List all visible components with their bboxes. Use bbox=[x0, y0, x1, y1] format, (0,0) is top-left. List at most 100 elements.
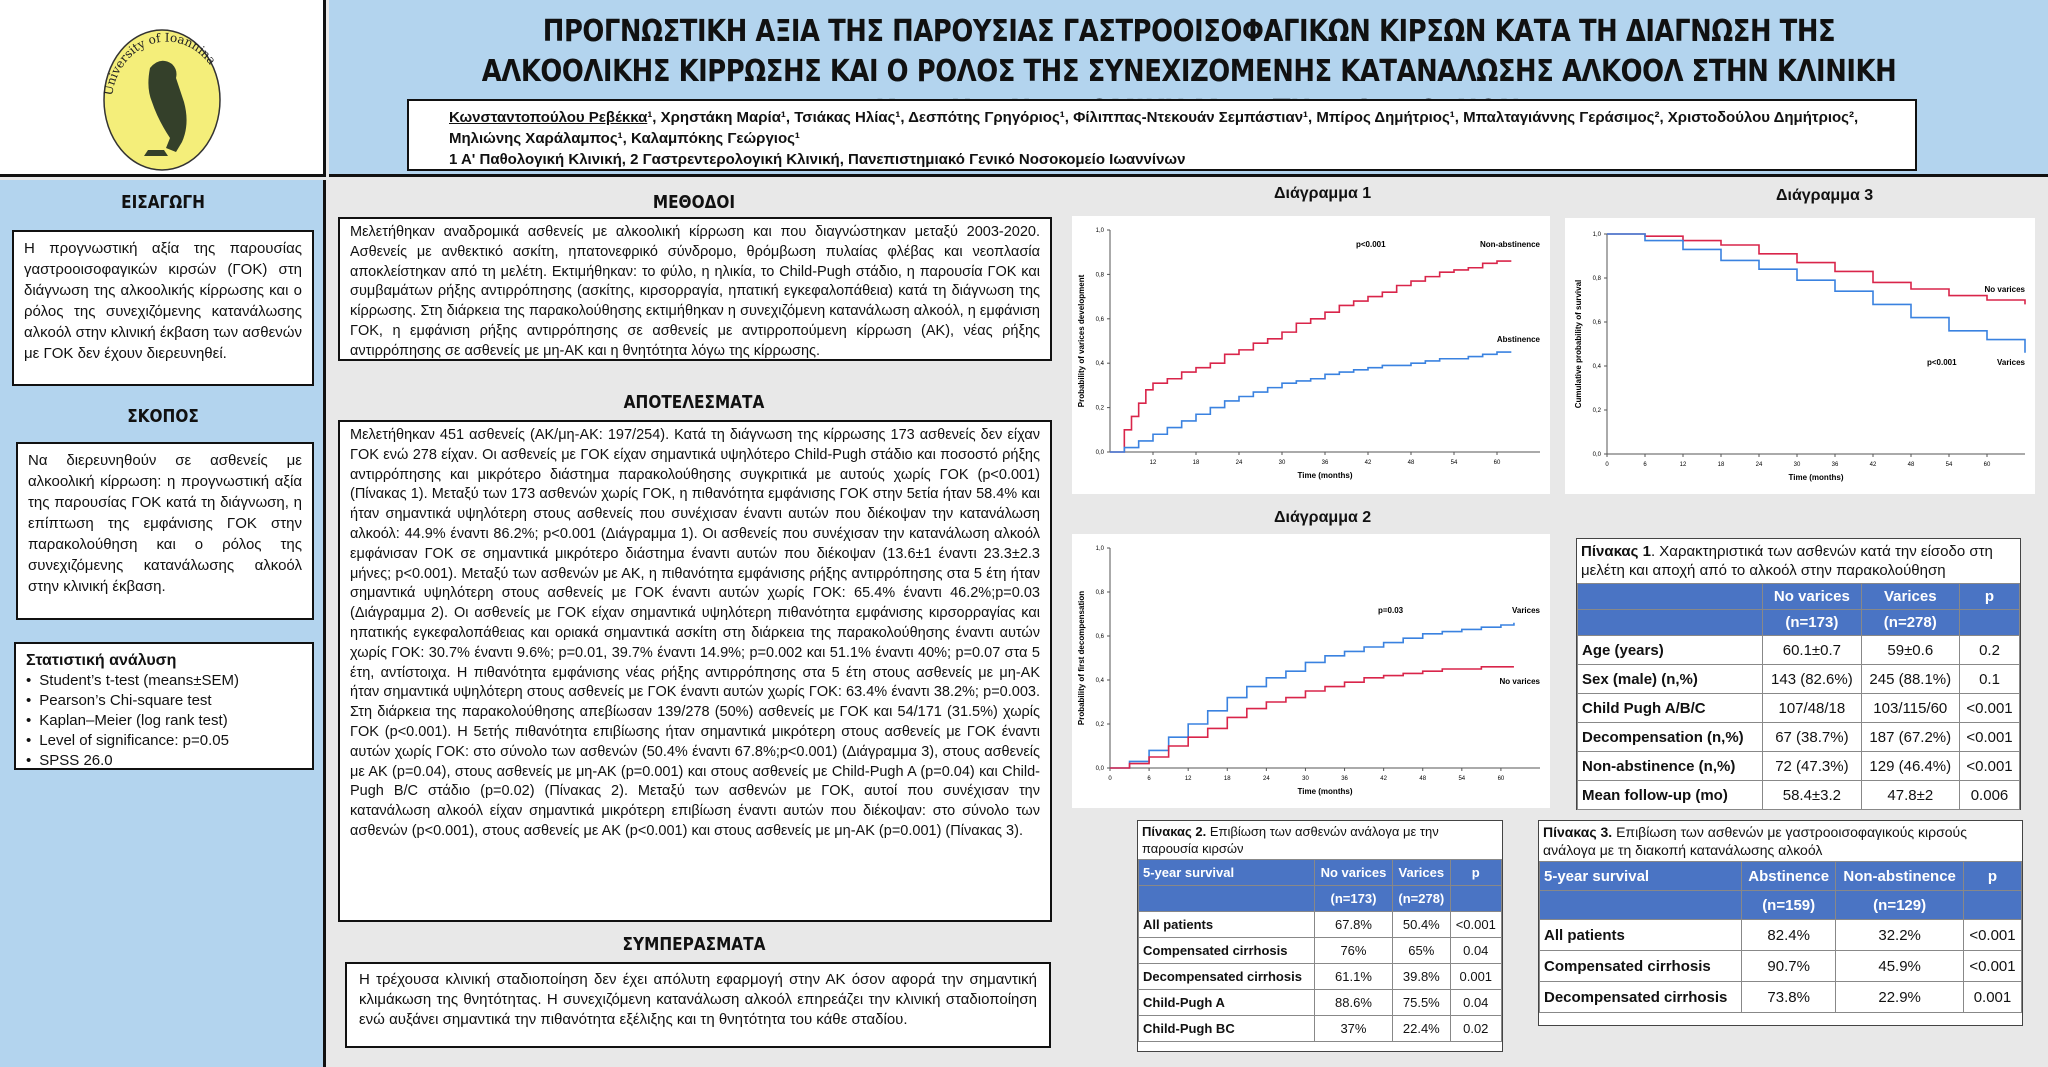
table-cell: 60.1±0.7 bbox=[1762, 635, 1862, 665]
table-cell: 107/48/18 bbox=[1762, 693, 1862, 723]
table-cell: 0.02 bbox=[1449, 1015, 1503, 1042]
table-row: Decompensated cirrhosis 73.8% 22.9% 0.001 bbox=[1539, 981, 2023, 1013]
table-cell: 75.5% bbox=[1392, 989, 1451, 1016]
table-cell: 72 (47.3%) bbox=[1762, 751, 1862, 781]
table-header-row: (n=173) (n=278) bbox=[1138, 885, 1503, 912]
table-header-cell: (n=159) bbox=[1740, 890, 1837, 920]
y-tick-label: 0,6 bbox=[1096, 634, 1105, 640]
x-tick-label: 48 bbox=[1408, 460, 1415, 466]
table-header-cell: No varices bbox=[1762, 583, 1862, 610]
conclusions-heading: ΣΥΜΠΕΡΑΣΜΑΤΑ bbox=[622, 934, 766, 955]
y-tick-label: 0,8 bbox=[1593, 276, 1602, 282]
y-tick-label: 0,4 bbox=[1096, 678, 1105, 684]
table-row: Compensated cirrhosis 76% 65% 0.04 bbox=[1138, 937, 1503, 964]
table-cell: 143 (82.6%) bbox=[1762, 664, 1862, 694]
y-tick-label: 0,4 bbox=[1096, 361, 1105, 367]
x-tick-label: 6 bbox=[1643, 462, 1647, 468]
table-row: Age (years) 60.1±0.7 59±0.6 0.2 bbox=[1576, 635, 2021, 665]
table-cell: Child-Pugh A bbox=[1138, 989, 1315, 1016]
series-label: No varices bbox=[1985, 285, 2026, 294]
table-header-cell: (n=129) bbox=[1835, 890, 1964, 920]
x-tick-label: 18 bbox=[1224, 776, 1231, 782]
x-tick-label: 36 bbox=[1341, 776, 1348, 782]
x-tick-label: 12 bbox=[1185, 776, 1192, 782]
table-row: Decompensation (n,%) 67 (38.7%) 187 (67.2%… bbox=[1576, 722, 2021, 752]
table-row: Child Pugh A/B/C 107/48/18 103/115/60 <0.00… bbox=[1576, 693, 2021, 723]
footer-note bbox=[80, 1044, 82, 1050]
table1-caption-text: . Χαρακτηριστικά των ασθενών κατά την εί… bbox=[1581, 543, 1993, 579]
methods-heading: ΜΕΘΟΔΟΙ bbox=[652, 192, 736, 213]
table-cell: 73.8% bbox=[1740, 981, 1837, 1013]
x-tick-label: 54 bbox=[1946, 462, 1953, 468]
table-header-cell: 5-year survival bbox=[1539, 861, 1742, 891]
table-cell: 22.4% bbox=[1392, 1015, 1451, 1042]
series-line bbox=[1110, 351, 1512, 453]
series-label: Varices bbox=[1997, 358, 2026, 367]
x-tick-label: 30 bbox=[1279, 460, 1286, 466]
x-tick-label: 54 bbox=[1458, 776, 1465, 782]
x-tick-label: 36 bbox=[1322, 460, 1329, 466]
table-header-cell bbox=[1576, 609, 1764, 636]
x-tick-label: 18 bbox=[1193, 460, 1200, 466]
table-cell: <0.001 bbox=[1449, 911, 1503, 938]
table2-panel: Πίνακας 2. Επιβίωση των ασθενών ανάλογα … bbox=[1137, 820, 1503, 1052]
x-tick-label: 42 bbox=[1380, 776, 1387, 782]
table-cell: <0.001 bbox=[1962, 950, 2023, 982]
x-tick-label: 42 bbox=[1365, 460, 1372, 466]
table-cell: 0.1 bbox=[1958, 664, 2021, 694]
table-cell: 0.001 bbox=[1962, 981, 2023, 1013]
table-cell: 82.4% bbox=[1740, 919, 1837, 951]
table3: 5-year survival Abstinence Non-abstinence p… bbox=[1539, 861, 2023, 1013]
table-cell: 103/115/60 bbox=[1860, 693, 1960, 723]
stats-box: Στατιστική ανάλυση Student’s t-test (mea… bbox=[14, 642, 314, 770]
p-value-annotation: p<0.001 bbox=[1927, 358, 1957, 367]
table-cell: 22.9% bbox=[1835, 981, 1964, 1013]
x-tick-label: 12 bbox=[1680, 462, 1687, 468]
stats-heading: Στατιστική ανάλυση bbox=[26, 652, 177, 669]
first-author: Κωνσταντοπούλου Ρεβέκκα bbox=[449, 109, 648, 126]
x-tick-label: 42 bbox=[1870, 462, 1877, 468]
chart2-plot: 0,0 0,2 0,4 0,6 0,8 1,0 0 6 12 18 24 30 36 42 48 54 60 Ti… bbox=[1077, 546, 1541, 796]
table-cell: All patients bbox=[1539, 919, 1742, 951]
table-cell: 76% bbox=[1313, 937, 1394, 964]
y-tick-label: 0,0 bbox=[1593, 452, 1602, 458]
table-cell: 61.1% bbox=[1313, 963, 1394, 990]
conclusions-text: Η τρέχουσα κλινική σταδιοποίηση δεν έχει… bbox=[345, 962, 1051, 1048]
aim-text: Να διερευνηθούν σε ασθενείς με αλκοολική… bbox=[16, 442, 314, 620]
table1-caption: Πίνακας 1. Χαρακτηριστικά των ασθενών κα… bbox=[1577, 539, 2020, 583]
table-header-cell: p bbox=[1962, 861, 2023, 891]
series-line bbox=[1607, 233, 2026, 305]
table-header-cell: Varices bbox=[1392, 859, 1451, 886]
series-label: No varices bbox=[1500, 677, 1541, 686]
table-header-cell: No varices bbox=[1313, 859, 1394, 886]
x-tick-label: 0 bbox=[1108, 776, 1112, 782]
poster-header: ΠΡΟΓΝΩΣΤΙΚΗ ΑΞΙΑ ΤΗΣ ΠΑΡΟΥΣΙΑΣ ΓΑΣΤΡΟΟΙΣ… bbox=[329, 0, 2048, 177]
table-cell: 88.6% bbox=[1313, 989, 1394, 1016]
table-cell: 59±0.6 bbox=[1860, 635, 1960, 665]
table-header-cell: (n=278) bbox=[1392, 885, 1451, 912]
chart2-title: Διάγραμμα 2 bbox=[1274, 509, 1372, 526]
table-cell: 0.2 bbox=[1958, 635, 2021, 665]
table2-caption: Πίνακας 2. Επιβίωση των ασθενών ανάλογα … bbox=[1138, 821, 1502, 859]
table-header-cell: p bbox=[1449, 859, 1503, 886]
table-cell: 65% bbox=[1392, 937, 1451, 964]
table-header-cell: Varices bbox=[1860, 583, 1960, 610]
table-header-cell bbox=[1958, 609, 2021, 636]
table-cell: 0.04 bbox=[1449, 989, 1503, 1016]
y-tick-label: 0,6 bbox=[1096, 317, 1105, 323]
y-tick-label: 0,0 bbox=[1096, 450, 1105, 456]
table-cell: 39.8% bbox=[1392, 963, 1451, 990]
y-tick-label: 0,6 bbox=[1593, 320, 1602, 326]
table-cell: 32.2% bbox=[1835, 919, 1964, 951]
table-row: Non-abstinence (n,%) 72 (47.3%) 129 (46.4%… bbox=[1576, 751, 2021, 781]
affiliations: 1 Α' Παθολογική Κλινική, 2 Γαστρεντερολο… bbox=[449, 151, 1186, 168]
y-tick-label: 1,0 bbox=[1096, 228, 1105, 234]
x-tick-label: 6 bbox=[1147, 776, 1151, 782]
authors-box: Κωνσταντοπούλου Ρεβέκκα¹, Χρηστάκη Μαρία… bbox=[407, 99, 1917, 171]
table-header-row: 5-year survival No varices Varices p bbox=[1138, 859, 1503, 886]
table3-caption-text: Επιβίωση των ασθενών με γαστροοισοφαγικο… bbox=[1543, 824, 1967, 858]
stats-item: SPSS 26.0 bbox=[26, 751, 302, 771]
stats-item: Level of significance: p=0.05 bbox=[26, 731, 302, 751]
y-tick-label: 0,0 bbox=[1096, 766, 1105, 772]
y-tick-label: 0,2 bbox=[1096, 722, 1105, 728]
